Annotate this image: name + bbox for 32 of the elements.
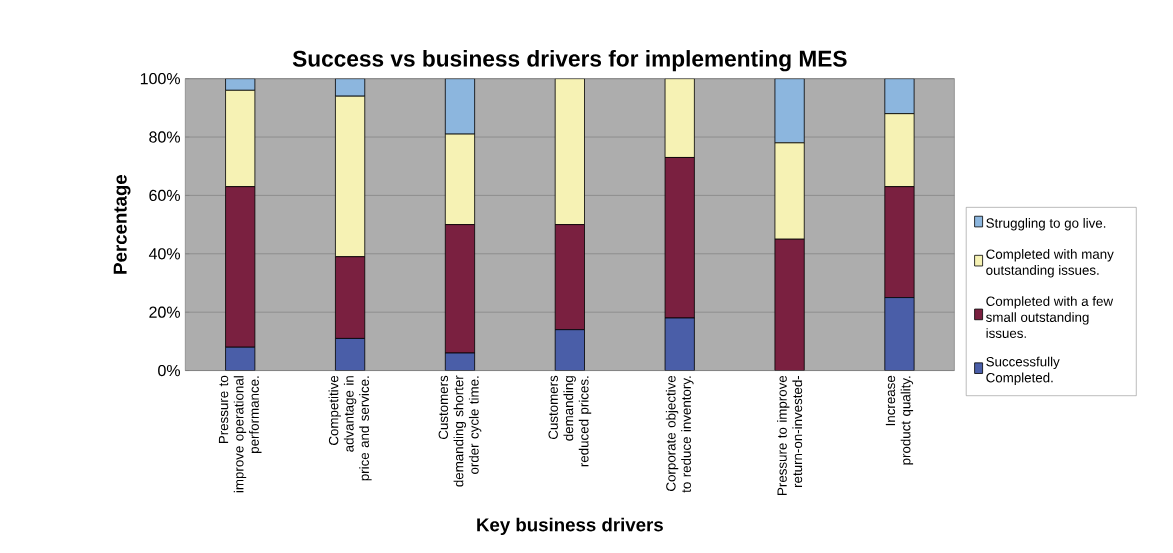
legend-label: Completed with a few small outstanding issues. xyxy=(986,296,1114,338)
x-tick-label: Customers demanding shorter order cycle time. xyxy=(438,375,482,487)
y-tick-label: 80% xyxy=(149,131,180,143)
bar xyxy=(335,78,366,97)
chart-title: Success vs business drivers for implementing MES xyxy=(292,49,847,72)
bar xyxy=(444,133,476,225)
bar xyxy=(884,78,915,114)
y-tick-label: 20% xyxy=(149,306,180,318)
y-axis-title: Percentage xyxy=(113,174,131,274)
x-tick-label: Competitive advantage in price and service. xyxy=(328,375,372,481)
legend-label: Struggling to go live. xyxy=(986,217,1106,231)
bar xyxy=(774,78,805,144)
bar xyxy=(554,78,585,225)
y-tick-label: 0% xyxy=(158,364,180,377)
bar xyxy=(884,113,915,187)
bar xyxy=(774,142,805,240)
x-tick-label: Increase product quality. xyxy=(885,375,914,465)
x-tick-label: Customers demanding reduced prices. xyxy=(548,375,592,467)
bar xyxy=(225,89,256,187)
legend-label: Completed with many outstanding issues. xyxy=(986,249,1114,278)
legend-label: Successfully Completed. xyxy=(986,356,1060,385)
bar xyxy=(664,78,695,158)
bar xyxy=(444,78,476,135)
bar xyxy=(335,95,366,258)
x-tick-label: Pressure to improve operational performance. xyxy=(218,375,262,493)
y-tick-label: 100% xyxy=(140,72,180,85)
x-axis-title: Key business drivers xyxy=(477,517,663,536)
x-tick-label: Pressure to improve return-on-invested- xyxy=(777,375,803,495)
y-tick-label: 40% xyxy=(148,248,180,260)
bar xyxy=(225,78,256,91)
x-tick-label: Corporate objective to reduce inventory. xyxy=(665,375,694,493)
y-tick-label: 60% xyxy=(149,189,180,201)
